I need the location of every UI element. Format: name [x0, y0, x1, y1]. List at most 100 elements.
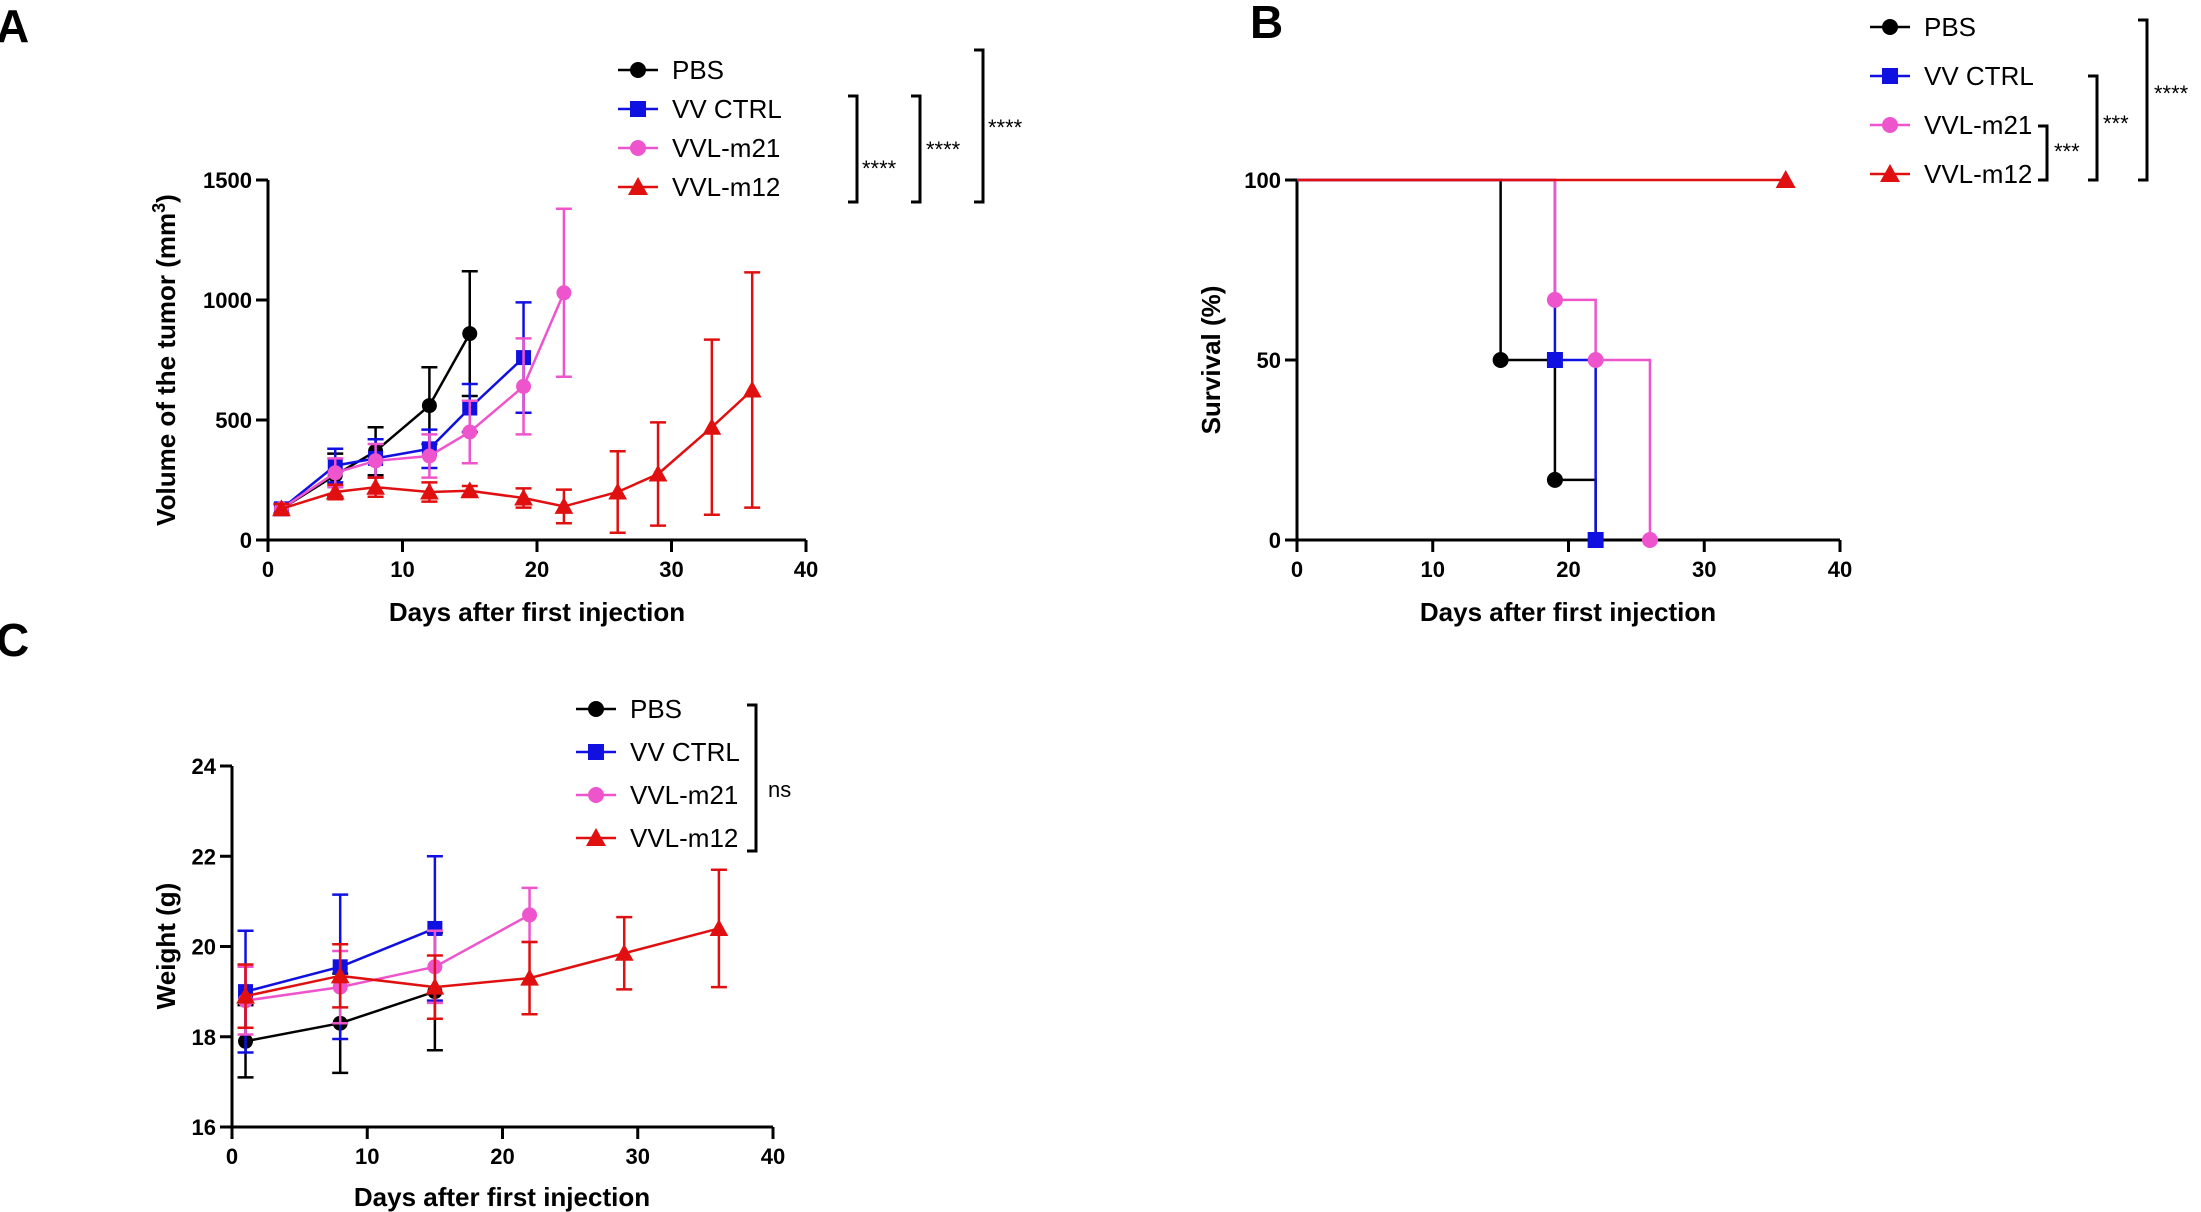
significance-label: ****: [926, 137, 961, 162]
x-tick-label: 40: [761, 1144, 785, 1169]
significance-label: ****: [862, 156, 897, 181]
significance-bracket: [974, 48, 985, 204]
y-axis-title-sup: 3: [149, 203, 169, 213]
legend-label: VV CTRL: [672, 94, 782, 124]
x-tick-label: 40: [1828, 557, 1852, 582]
panel-c: C 0 10 20 30 40 16 18 20 22 24 Days after first inj…: [0, 614, 791, 1212]
data-point: [420, 482, 439, 500]
y-axis-title: Survival (%): [1196, 286, 1226, 435]
legend: PBS VV CTRL VVL-m21 VVL-m12: [576, 694, 740, 853]
panel-b: B 0 10 20 30 40 0 50 100 Days after first injecti…: [1196, 0, 2189, 627]
x-tick-label: 30: [659, 557, 683, 582]
x-tick-label: 20: [490, 1144, 514, 1169]
series-vvl-m12: [272, 271, 762, 535]
data-point: [1546, 291, 1563, 308]
data-point: [421, 398, 437, 414]
y-tick-label: 0: [1269, 528, 1281, 553]
legend-marker: [588, 787, 604, 803]
y-tick-label: 18: [192, 1025, 216, 1050]
data-point: [608, 482, 628, 500]
legend-label: VVL-m21: [1924, 110, 2032, 140]
data-point: [366, 477, 385, 495]
y-tick-label: 22: [192, 844, 216, 869]
panel-a: A 0 10 20 30 40 0 500 1000 1500 Days after first i…: [0, 0, 1023, 627]
data-point: [516, 378, 532, 394]
legend-marker: [586, 828, 606, 846]
significance-bracket: [2138, 18, 2149, 182]
significance-label: ****: [988, 115, 1023, 140]
legend-marker: [588, 701, 604, 717]
data-point: [702, 417, 722, 435]
significance-bracket: [2088, 74, 2099, 182]
y-tick-label: 1000: [203, 288, 252, 313]
legend-label: VVL-m12: [672, 172, 780, 202]
data-point: [614, 943, 634, 961]
significance-label: ****: [2154, 81, 2189, 106]
data-point: [368, 453, 384, 469]
legend: PBS VV CTRL VVL-m21 VVL-m12: [618, 55, 782, 202]
y-tick-label: 500: [215, 408, 252, 433]
significance-label: ***: [2054, 139, 2080, 164]
significance-bracket: [747, 703, 758, 853]
x-axis-title: Days after first injection: [354, 1182, 650, 1212]
series-vvl-m21: [1297, 178, 1658, 548]
data-point: [1546, 352, 1563, 368]
significance-bracket: [848, 94, 859, 204]
data-point: [1775, 170, 1796, 188]
data-point: [462, 424, 478, 440]
panel-label: A: [0, 0, 29, 52]
data-point: [1587, 532, 1604, 548]
data-point: [742, 380, 762, 398]
x-tick-label: 0: [226, 1144, 238, 1169]
legend-marker: [1880, 164, 1900, 182]
x-axis-title: Days after first injection: [389, 597, 685, 627]
y-tick-label: 24: [192, 754, 217, 779]
x-tick-label: 20: [1556, 557, 1580, 582]
data-point: [427, 920, 443, 936]
legend-label: VVL-m21: [630, 780, 738, 810]
y-axis-title-end: ): [151, 194, 181, 203]
data-point: [522, 907, 538, 923]
data-point: [460, 481, 480, 499]
data-point: [514, 488, 533, 506]
x-tick-label: 30: [626, 1144, 650, 1169]
x-tick-label: 10: [355, 1144, 379, 1169]
y-tick-label: 0: [240, 528, 252, 553]
legend-marker: [588, 744, 604, 760]
panel-label: C: [0, 614, 29, 666]
y-tick-label: 100: [1244, 168, 1281, 193]
data-point: [709, 919, 729, 936]
legend-marker: [1882, 68, 1898, 84]
significance-bracket: [2038, 124, 2049, 182]
legend-marker: [628, 177, 648, 195]
data-point: [236, 986, 255, 1004]
legend: PBS VV CTRL VVL-m21 VVL-m12: [1870, 12, 2034, 189]
legend-label: VVL-m12: [1924, 159, 2032, 189]
data-point: [425, 977, 445, 995]
data-point: [1546, 471, 1563, 488]
data-point: [272, 499, 291, 517]
panel-label: B: [1250, 0, 1283, 48]
x-axis-title: Days after first injection: [1420, 597, 1716, 627]
series-line: [245, 913, 531, 1002]
y-tick-label: 20: [192, 935, 216, 960]
x-tick-label: 20: [525, 557, 549, 582]
legend-marker: [630, 101, 646, 117]
data-point: [1492, 352, 1509, 368]
data-point: [325, 482, 345, 500]
data-point: [1587, 352, 1604, 368]
legend-label: PBS: [1924, 12, 1976, 42]
data-point: [556, 285, 572, 301]
legend-marker: [630, 62, 646, 78]
data-point: [648, 464, 668, 482]
series-vv-ctrl: [273, 301, 532, 517]
legend-label: VVL-m12: [630, 823, 738, 853]
y-axis-title-main: Survival (%): [1196, 286, 1226, 435]
y-axis-title-main: Volume of the tumor (mm: [151, 213, 181, 526]
y-axis-title: Volume of the tumor (mm3): [149, 194, 181, 526]
data-point: [462, 326, 478, 342]
significance-bracket: [911, 94, 922, 204]
series-vv-ctrl: [1297, 178, 1604, 548]
data-point: [330, 966, 350, 984]
